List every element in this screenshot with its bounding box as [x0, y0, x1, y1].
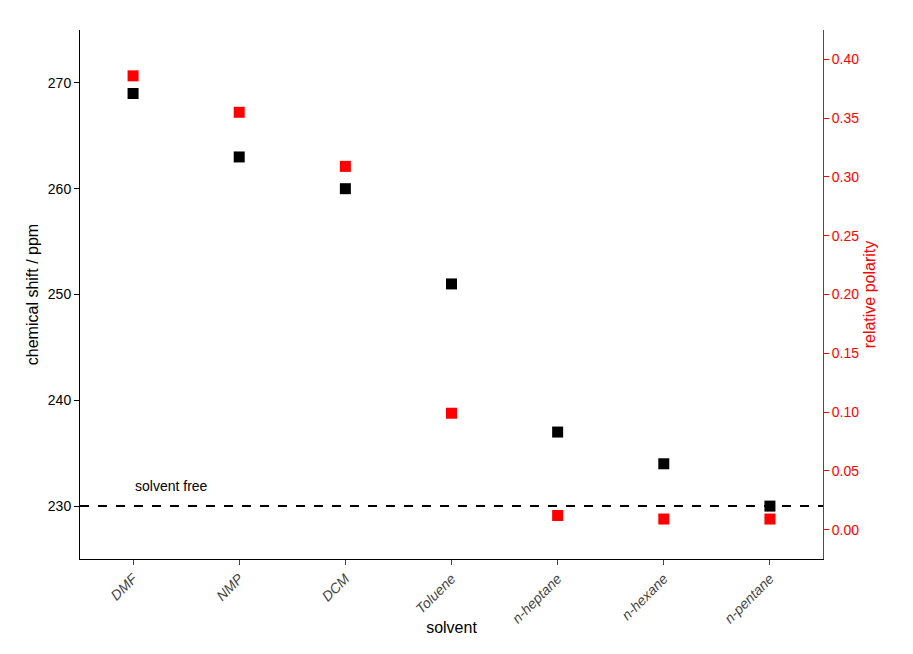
svg-text:0.30: 0.30 — [832, 169, 859, 185]
svg-text:260: 260 — [48, 181, 72, 197]
svg-text:240: 240 — [48, 392, 72, 408]
svg-text:270: 270 — [48, 75, 72, 91]
svg-text:0.00: 0.00 — [832, 522, 859, 538]
svg-text:0.40: 0.40 — [832, 51, 859, 67]
svg-text:solvent free: solvent free — [135, 478, 208, 494]
svg-text:n-pentane: n-pentane — [721, 570, 777, 626]
svg-text:0.10: 0.10 — [832, 404, 859, 420]
svg-text:0.20: 0.20 — [832, 286, 859, 302]
svg-text:DMF: DMF — [107, 570, 141, 604]
svg-text:solvent: solvent — [426, 619, 477, 636]
svg-text:Toluene: Toluene — [412, 570, 458, 616]
svg-text:NMP: NMP — [213, 570, 247, 604]
svg-text:0.35: 0.35 — [832, 110, 859, 126]
svg-text:DCM: DCM — [319, 570, 353, 604]
svg-text:0.15: 0.15 — [832, 345, 859, 361]
svg-text:chemical shift / ppm: chemical shift / ppm — [24, 224, 41, 365]
svg-text:relative polarity: relative polarity — [861, 241, 878, 349]
svg-text:n-heptane: n-heptane — [509, 570, 565, 626]
svg-text:0.25: 0.25 — [832, 228, 859, 244]
svg-text:250: 250 — [48, 286, 72, 302]
svg-text:n-hexane: n-hexane — [618, 570, 671, 623]
svg-text:230: 230 — [48, 498, 72, 514]
svg-text:0.05: 0.05 — [832, 463, 859, 479]
